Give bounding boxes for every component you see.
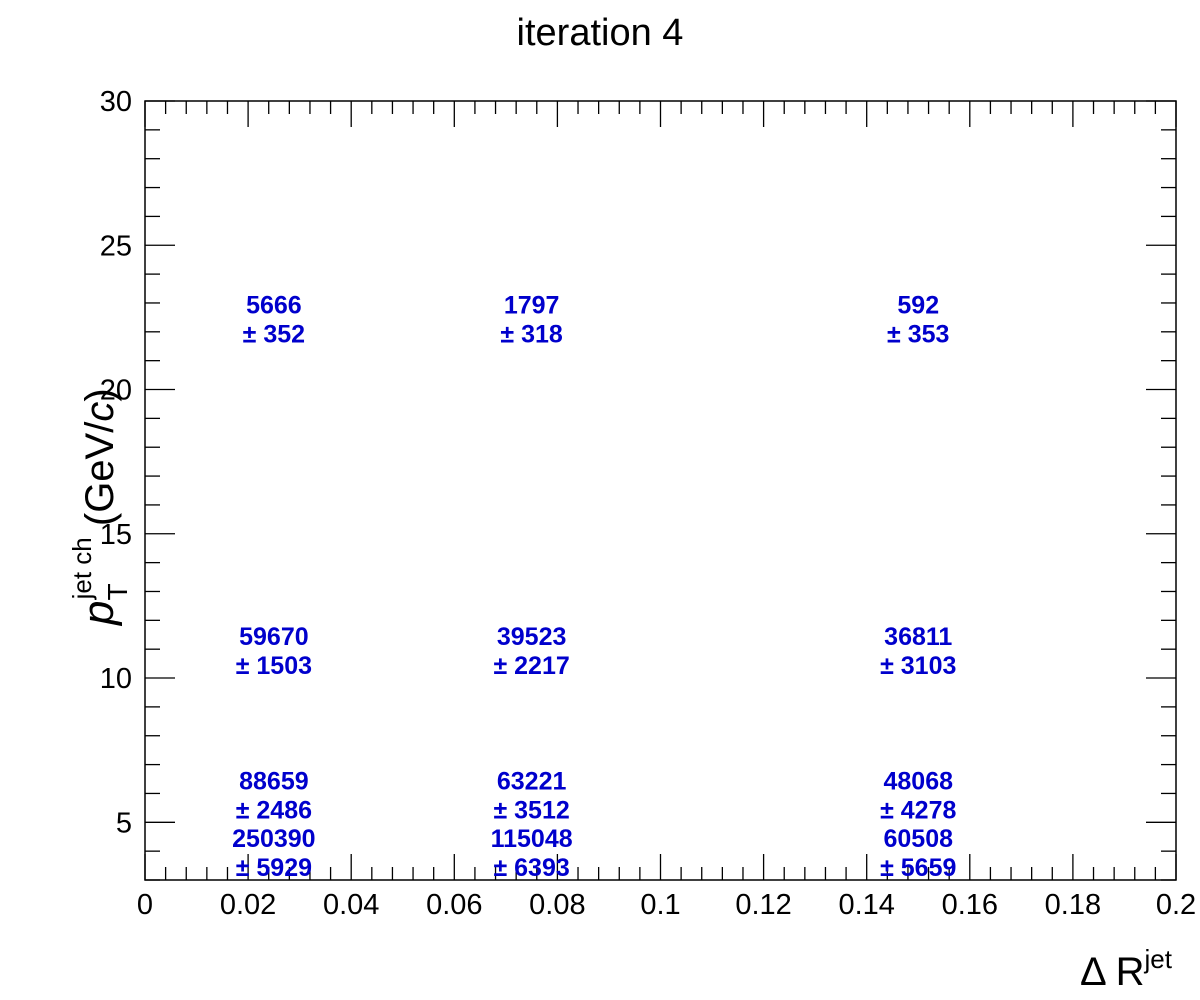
cell-error: ± 353 xyxy=(887,320,949,348)
x-tick-label: 0.04 xyxy=(323,889,379,921)
y-axis-label-unit-c: c xyxy=(78,401,122,422)
y-axis-label-symbol: p xyxy=(74,600,123,625)
x-tick-label: 0 xyxy=(137,889,153,921)
cell-value: 48068 xyxy=(883,767,953,795)
x-tick-label: 0.2 xyxy=(1156,889,1196,921)
x-tick-label: 0.18 xyxy=(1045,889,1101,921)
y-tick-label: 15 xyxy=(100,519,132,551)
cell-error: ± 3512 xyxy=(493,796,569,824)
x-axis-label-symbol: Δ R xyxy=(1080,950,1145,994)
x-axis-label: Δ Rjet xyxy=(1080,944,1172,995)
x-axis-ticks xyxy=(144,101,1177,880)
cell-error: ± 318 xyxy=(500,320,562,348)
y-axis-label: pTjet ch (GeV/c) xyxy=(6,245,133,625)
cell-value: 36811 xyxy=(884,623,952,651)
cell-value: 59670 xyxy=(239,623,309,651)
y-axis-tick-labels: 5 10 15 20 25 30 xyxy=(100,86,132,839)
x-tick-label: 0.12 xyxy=(735,889,791,921)
cell-value: 39523 xyxy=(497,623,567,651)
y-tick-label: 20 xyxy=(100,375,132,407)
cell-error: ± 5929 xyxy=(236,854,312,882)
y-tick-label: 10 xyxy=(100,663,132,695)
cell-value: 250390 xyxy=(232,825,315,853)
cell-error: ± 1503 xyxy=(236,652,312,680)
cell-error: ± 3103 xyxy=(880,652,956,680)
x-tick-label: 0.16 xyxy=(942,889,998,921)
cell-value: 60508 xyxy=(883,825,953,853)
cell-error: ± 2486 xyxy=(236,796,312,824)
y-tick-label: 5 xyxy=(116,807,132,839)
y-axis-label-superscript: jet ch xyxy=(67,537,97,600)
y-tick-label: 25 xyxy=(100,230,132,262)
x-axis-tick-labels: 0 0.02 0.04 0.06 0.08 0.1 0.12 0.14 0.16 0.18 0.2 xyxy=(137,889,1196,921)
cell-value: 1797 xyxy=(504,291,560,319)
y-axis-ticks xyxy=(145,100,1176,881)
chart-title: iteration 4 xyxy=(516,12,684,54)
y-axis-label-unit-suffix: ) xyxy=(78,388,122,402)
cell-value: 592 xyxy=(897,291,939,319)
cell-value: 88659 xyxy=(239,767,309,795)
x-tick-label: 0.14 xyxy=(838,889,894,921)
cell-value: 63221 xyxy=(497,767,567,795)
x-tick-label: 0.06 xyxy=(426,889,482,921)
cell-value: 115048 xyxy=(491,825,573,853)
cell-value: 5666 xyxy=(246,291,302,319)
y-axis-label-unit-prefix: (GeV/ xyxy=(78,421,122,527)
x-tick-label: 0.02 xyxy=(220,889,276,921)
plot-frame xyxy=(144,100,1177,881)
x-tick-label: 0.1 xyxy=(640,889,680,921)
x-axis-label-superscript: jet xyxy=(1144,944,1172,974)
cell-error: ± 6393 xyxy=(493,854,569,882)
x-tick-label: 0.08 xyxy=(529,889,585,921)
cell-error: ± 5659 xyxy=(880,854,956,882)
cell-error: ± 2217 xyxy=(493,652,569,680)
cell-error: ± 352 xyxy=(243,320,305,348)
cell-error: ± 4278 xyxy=(880,796,956,824)
y-tick-label: 30 xyxy=(100,86,132,118)
y-axis-label-subscript: T xyxy=(102,583,133,601)
